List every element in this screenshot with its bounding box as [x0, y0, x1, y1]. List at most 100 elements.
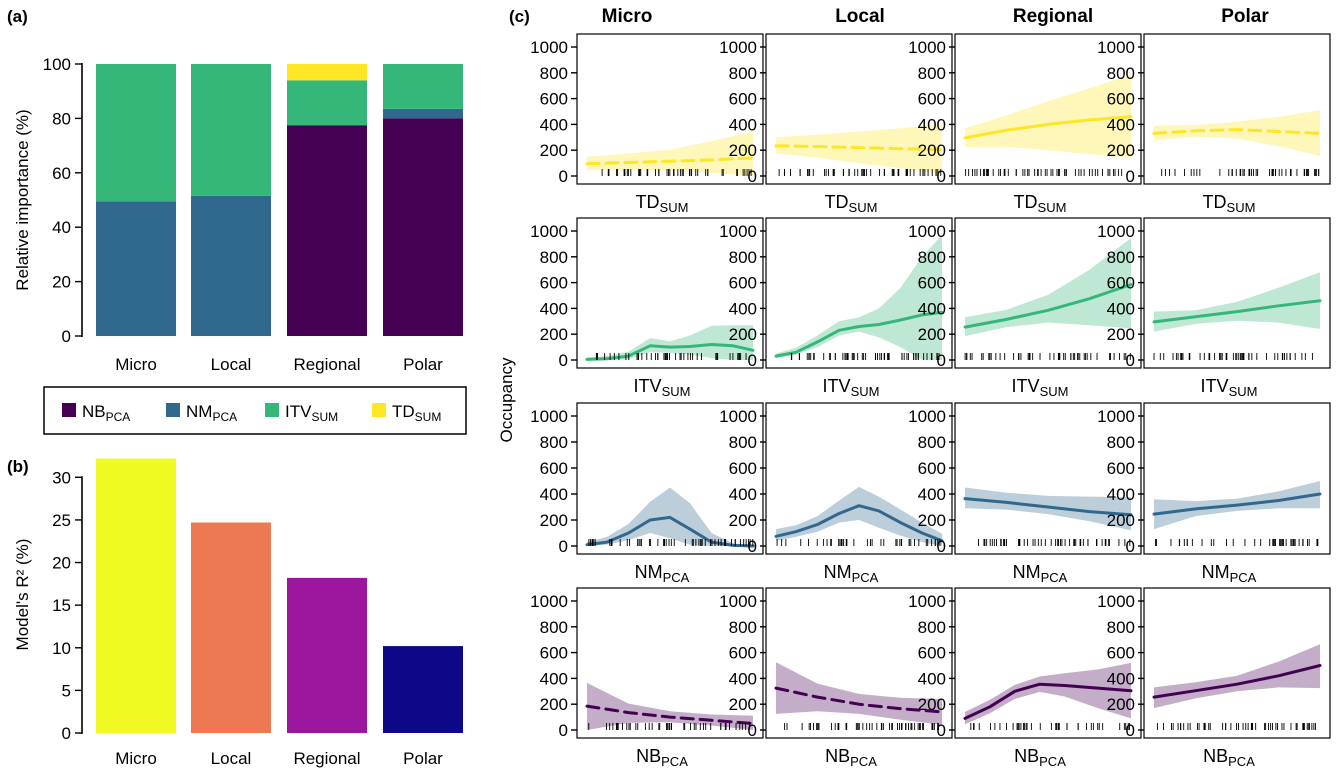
panel-c-y-tick-label: 600 [918, 459, 946, 478]
confidence-ribbon [587, 325, 753, 360]
column-heading-polar: Polar [1221, 6, 1269, 27]
panel-c-y-tick-label: 400 [1107, 299, 1135, 318]
panel-c-y-tick-label: 400 [729, 115, 757, 134]
smooth-panel-nb-local: 0 200 400 600 800 1000 NBPCA [719, 587, 953, 769]
panel-c-y-tick-label: 0 [559, 721, 568, 740]
panel-c-y-tick-label: 1000 [719, 407, 757, 426]
fitted-smooth-line [585, 156, 755, 166]
legend-swatch-NB [62, 403, 76, 417]
panel-c-y-tick-label: 200 [540, 511, 568, 530]
panel-a-letter: (a) [7, 7, 28, 26]
panel-b-y-axis-label: Model's R² (%) [13, 539, 32, 651]
confidence-ribbon [587, 682, 753, 730]
panel-c-y-tick-label: 400 [729, 485, 757, 504]
fitted-smooth-line [963, 682, 1133, 720]
panel-a-y-tick-label: 20 [52, 273, 71, 292]
panel-c-y-tick-label: 600 [729, 644, 757, 663]
panel-b-bar-local [191, 522, 271, 733]
panel-c-y-tick-label: 1000 [1097, 407, 1135, 426]
panel-c-y-tick-label: 200 [1107, 325, 1135, 344]
panel-frame [1143, 33, 1331, 185]
panel-a-y-tick-label: 100 [43, 55, 71, 74]
panel-c-y-tick-label: 400 [540, 669, 568, 688]
column-heading-micro: Micro [602, 6, 653, 27]
panel-frame [576, 402, 764, 555]
panel-a-bar-segment-ITV-polar [383, 64, 463, 109]
smooth-panel-nb-regional: 0 200 400 600 800 1000 NBPCA [908, 587, 1142, 769]
panel-c-y-tick-label: 600 [540, 644, 568, 663]
panel-c-y-tick-label: 800 [1107, 248, 1135, 267]
panel-c-y-tick-label: 400 [729, 669, 757, 688]
panel-c-y-tick-label: 800 [1107, 433, 1135, 452]
panel-c-y-tick-label: 400 [918, 485, 946, 504]
panel-c-y-tick-label: 200 [729, 511, 757, 530]
legend-label-TD: TDSUM [392, 402, 441, 424]
confidence-ribbon [1154, 110, 1320, 156]
panel-c-y-tick-label: 0 [559, 167, 568, 186]
smooth-panel-td-local: 0 200 400 600 800 1000 TDSUM [719, 33, 953, 215]
panel-b-bar-micro [96, 458, 176, 733]
panel-c-y-tick-label: 0 [1126, 537, 1135, 556]
fitted-smooth-line [1152, 664, 1322, 699]
panel-c-y-tick-label: 800 [729, 618, 757, 637]
panel-a-bar-segment-ITV-regional [287, 80, 367, 126]
panel-c-y-tick-label: 800 [540, 618, 568, 637]
panel-c-y-tick-label: 200 [540, 325, 568, 344]
panel-c-letter: (c) [509, 7, 530, 26]
panel-frame [576, 587, 764, 739]
panel-c-y-tick-label: 400 [918, 669, 946, 688]
panel-a-category-label: Micro [115, 355, 157, 374]
panel-c-x-axis-label: NMPCA [824, 562, 879, 585]
panel-c-y-tick-label: 800 [729, 433, 757, 452]
panel-c-y-tick-label: 200 [918, 325, 946, 344]
panel-a-category-label: Regional [293, 355, 360, 374]
panel-c-y-tick-label: 400 [1107, 115, 1135, 134]
panel-frame [765, 217, 953, 369]
panel-c-y-tick-label: 600 [1107, 644, 1135, 663]
panel-a-bar-segment-NB-polar [383, 118, 463, 337]
panel-c-x-axis-label: ITVSUM [634, 376, 691, 399]
panel-a-bar-segment-NM-polar [383, 108, 463, 119]
confidence-ribbon [587, 131, 753, 176]
panel-a-bar-segment-NM-local [191, 195, 271, 336]
panel-a-stacked-bar-chart: 0 20 40 60 80 100 Micro Local Regional Polar Relat… [13, 55, 463, 374]
panel-c-y-tick-label: 800 [918, 433, 946, 452]
panel-c-y-tick-label: 600 [540, 459, 568, 478]
panel-c-y-tick-label: 800 [918, 64, 946, 83]
panel-a-category-label: Local [211, 355, 252, 374]
smooth-panel-nm-local: 0 200 400 600 800 1000 NMPCA [719, 402, 953, 585]
panel-c-x-axis-label: TDSUM [1014, 192, 1067, 215]
confidence-ribbon [965, 487, 1131, 531]
panel-c-y-tick-label: 600 [918, 644, 946, 663]
panel-c-y-tick-label: 1000 [719, 222, 757, 241]
panel-c-smooth-grid: Micro Local Regional Polar Occupancy 0 200 400 6… [497, 6, 1331, 769]
fitted-smooth-line [1152, 299, 1322, 324]
panel-c-x-axis-label: NMPCA [1013, 562, 1068, 585]
panel-b-category-label: Regional [293, 749, 360, 768]
panel-frame [765, 402, 953, 555]
confidence-ribbon [965, 662, 1131, 725]
panel-c-y-tick-label: 1000 [1097, 592, 1135, 611]
confidence-ribbon [776, 486, 942, 546]
fitted-smooth-line [585, 704, 755, 725]
smooth-panel-nb-polar: 0 200 400 600 800 1000 NBPCA [1097, 587, 1331, 769]
fitted-smooth-line [774, 686, 944, 714]
panel-b-category-label: Micro [115, 749, 157, 768]
panel-c-y-tick-label: 200 [729, 141, 757, 160]
panel-c-y-tick-label: 400 [1107, 669, 1135, 688]
panel-c-y-tick-label: 1000 [908, 407, 946, 426]
panel-frame [954, 587, 1142, 739]
panel-c-x-axis-label: NMPCA [1202, 562, 1257, 585]
panel-c-y-tick-label: 800 [540, 248, 568, 267]
fitted-smooth-line [774, 144, 944, 152]
confidence-ribbon [776, 124, 942, 175]
fitted-smooth-line [963, 283, 1133, 329]
panel-c-x-axis-label: TDSUM [1203, 192, 1256, 215]
panel-c-x-axis-label: NBPCA [1203, 746, 1255, 768]
panel-c-y-tick-label: 0 [937, 167, 946, 186]
panel-c-y-axis-label: Occupancy [497, 357, 516, 443]
panel-c-y-tick-label: 1000 [1097, 222, 1135, 241]
fitted-smooth-line [774, 310, 944, 358]
panel-b-category-label: Polar [403, 749, 443, 768]
smooth-panel-nm-micro: 0 200 400 600 800 1000 NMPCA [530, 402, 764, 585]
